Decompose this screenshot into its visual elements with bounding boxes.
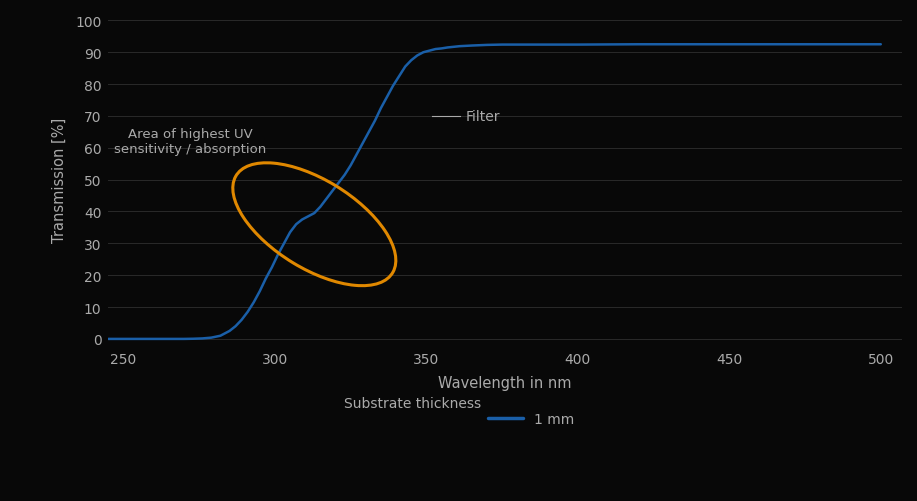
Text: Substrate thickness: Substrate thickness xyxy=(344,396,481,410)
Y-axis label: Transmission [%]: Transmission [%] xyxy=(51,118,67,243)
Text: Filter: Filter xyxy=(466,110,501,124)
Text: Area of highest UV
sensitivity / absorption: Area of highest UV sensitivity / absorpt… xyxy=(114,128,266,156)
Legend: 1 mm: 1 mm xyxy=(488,412,574,426)
X-axis label: Wavelength in nm: Wavelength in nm xyxy=(438,375,572,390)
